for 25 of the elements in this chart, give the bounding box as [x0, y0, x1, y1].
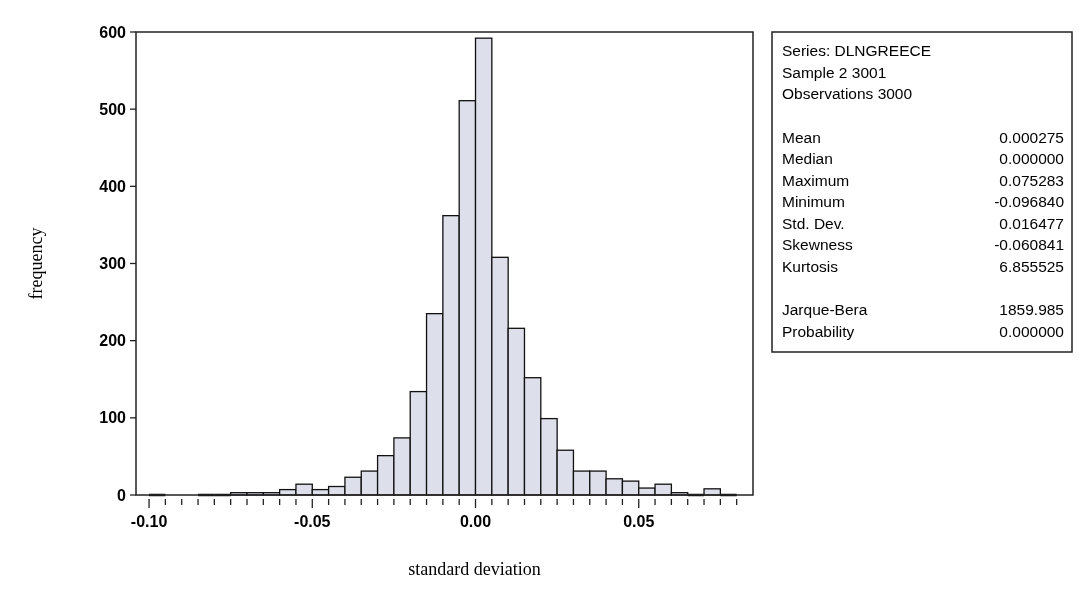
x-tick-label: 0.05	[623, 513, 655, 530]
text: Probability 0.000000	[782, 322, 1064, 340]
text: Kurtosis 6.855525	[782, 257, 1064, 275]
text: Jarque-Bera 1859.985	[782, 301, 1064, 318]
x-tick-label: -0.05	[294, 513, 331, 530]
y-tick-label: 500	[99, 100, 127, 118]
y-tick-label: 200	[99, 332, 127, 350]
y-axis-title: frequency	[26, 227, 46, 300]
text: Maximum 0.075283	[782, 171, 1064, 189]
y-tick-label: 600	[99, 23, 127, 41]
text: Median 0.000000	[782, 150, 1064, 167]
text: Minimum -0.096840	[782, 193, 1064, 210]
y-tick-label: 300	[99, 255, 127, 273]
text: Mean 0.000275	[782, 128, 1064, 146]
x-tick-label: -0.10	[130, 513, 168, 530]
x-axis-title: standard deviation	[408, 559, 541, 579]
y-tick-label: 100	[99, 409, 127, 427]
text: Sample 2 3001	[782, 63, 887, 81]
text: Skewness -0.060841	[782, 236, 1064, 253]
text: Observations 3000	[782, 85, 913, 102]
x-tick-label: 0.00	[459, 513, 492, 530]
y-tick-label: 0	[117, 486, 127, 504]
text: Series: DLNGREECE	[782, 42, 932, 59]
y-tick-label: 400	[99, 177, 127, 195]
text: Std. Dev. 0.016477	[782, 214, 1064, 232]
